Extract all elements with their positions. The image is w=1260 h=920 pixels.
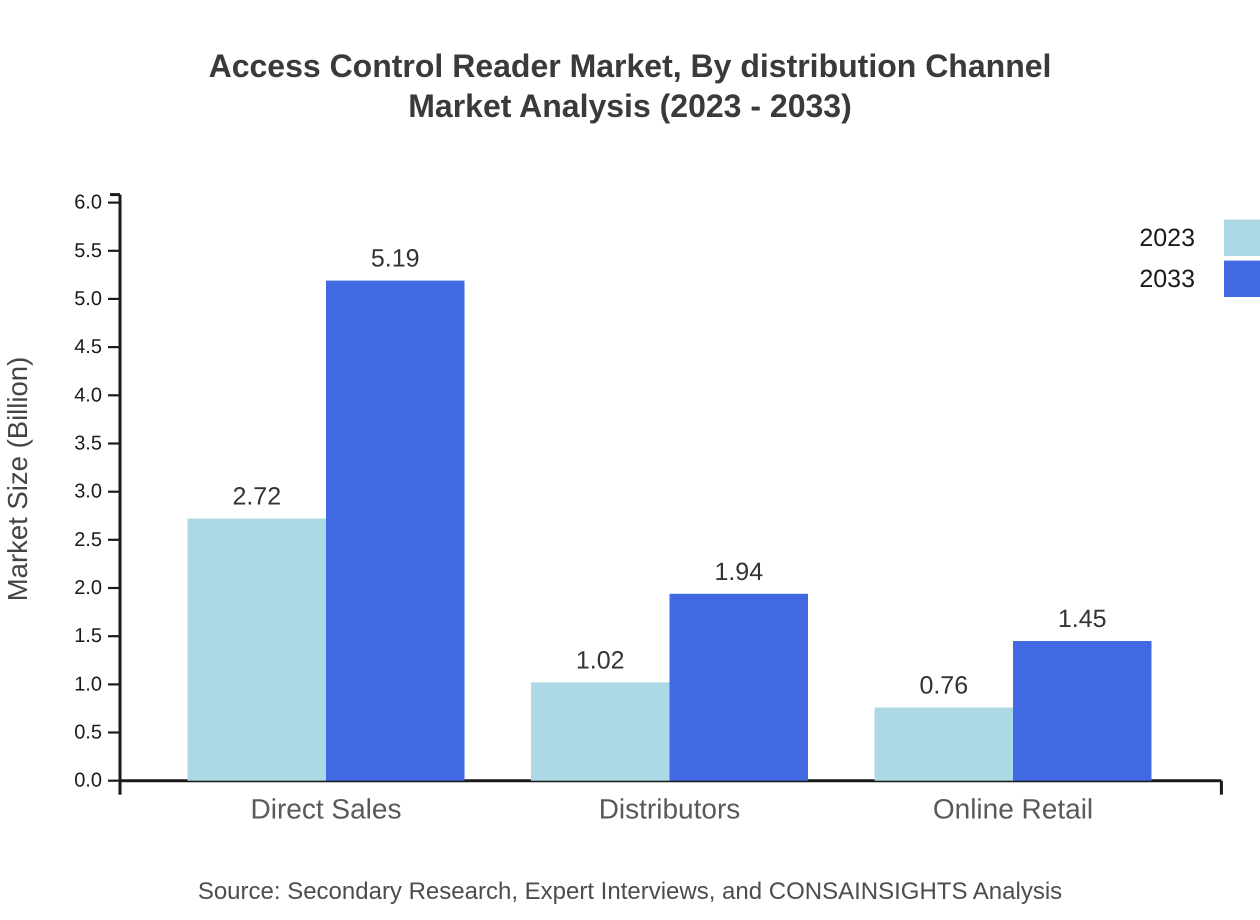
svg-text:Online Retail: Online Retail bbox=[933, 794, 1093, 825]
svg-text:3.0: 3.0 bbox=[74, 481, 102, 503]
svg-text:0.0: 0.0 bbox=[74, 770, 102, 792]
svg-text:3.5: 3.5 bbox=[74, 433, 102, 455]
svg-text:1.45: 1.45 bbox=[1058, 605, 1107, 633]
svg-text:5.5: 5.5 bbox=[74, 240, 102, 262]
svg-text:4.5: 4.5 bbox=[74, 336, 102, 358]
svg-text:2023: 2023 bbox=[1139, 224, 1195, 252]
svg-text:5.0: 5.0 bbox=[74, 288, 102, 310]
svg-text:Market Size (Billion): Market Size (Billion) bbox=[2, 357, 33, 602]
svg-text:Direct Sales: Direct Sales bbox=[251, 794, 402, 825]
svg-text:2.72: 2.72 bbox=[232, 483, 281, 511]
svg-text:1.02: 1.02 bbox=[576, 646, 625, 674]
svg-text:1.0: 1.0 bbox=[74, 673, 102, 695]
svg-text:2.5: 2.5 bbox=[74, 529, 102, 551]
svg-text:0.76: 0.76 bbox=[919, 672, 968, 700]
svg-text:1.5: 1.5 bbox=[74, 625, 102, 647]
svg-text:1.94: 1.94 bbox=[714, 558, 763, 586]
svg-text:5.19: 5.19 bbox=[371, 245, 420, 273]
svg-text:6.0: 6.0 bbox=[74, 192, 102, 214]
svg-text:2.0: 2.0 bbox=[74, 577, 102, 599]
svg-text:Distributors: Distributors bbox=[599, 794, 741, 825]
svg-text:4.0: 4.0 bbox=[74, 384, 102, 406]
svg-text:2033: 2033 bbox=[1139, 265, 1195, 293]
svg-text:0.5: 0.5 bbox=[74, 722, 102, 744]
